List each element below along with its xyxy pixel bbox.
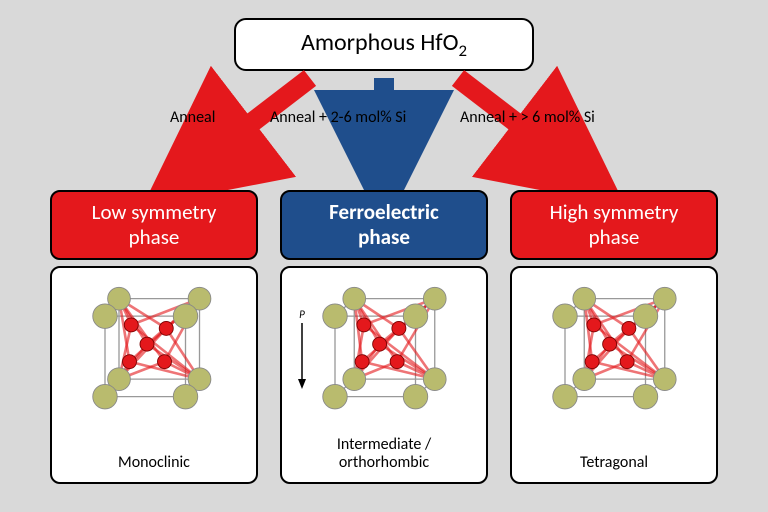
phase-column-1: FerroelectricphaseP Intermediate /orthor… <box>280 190 488 484</box>
phase-header: High symmetryphase <box>510 190 718 260</box>
phase-columns: Low symmetryphase Monoclinic Ferroelectric… <box>50 190 718 484</box>
phase-body: P Intermediate /orthorhombic <box>280 266 488 484</box>
arrow-label-left: Anneal <box>170 108 215 127</box>
structure-label: Intermediate /orthorhombic <box>282 436 486 471</box>
structure-label: Monoclinic <box>52 454 256 472</box>
polarization-arrow: P <box>296 308 308 391</box>
source-box: Amorphous HfO2 <box>234 18 534 71</box>
phase-header: Low symmetryphase <box>50 190 258 260</box>
phase-header: Ferroelectricphase <box>280 190 488 260</box>
phase-column-0: Low symmetryphase Monoclinic <box>50 190 258 484</box>
phase-column-2: High symmetryphase Tetragonal <box>510 190 718 484</box>
arrow-label-right: Anneal + > 6 mol% Si <box>460 108 595 127</box>
phase-body: Tetragonal <box>510 266 718 484</box>
phase-body: Monoclinic <box>50 266 258 484</box>
structure-label: Tetragonal <box>512 454 716 472</box>
arrow-label-center: Anneal + 2-6 mol% Si <box>270 108 406 127</box>
source-title: Amorphous HfO2 <box>301 28 467 57</box>
